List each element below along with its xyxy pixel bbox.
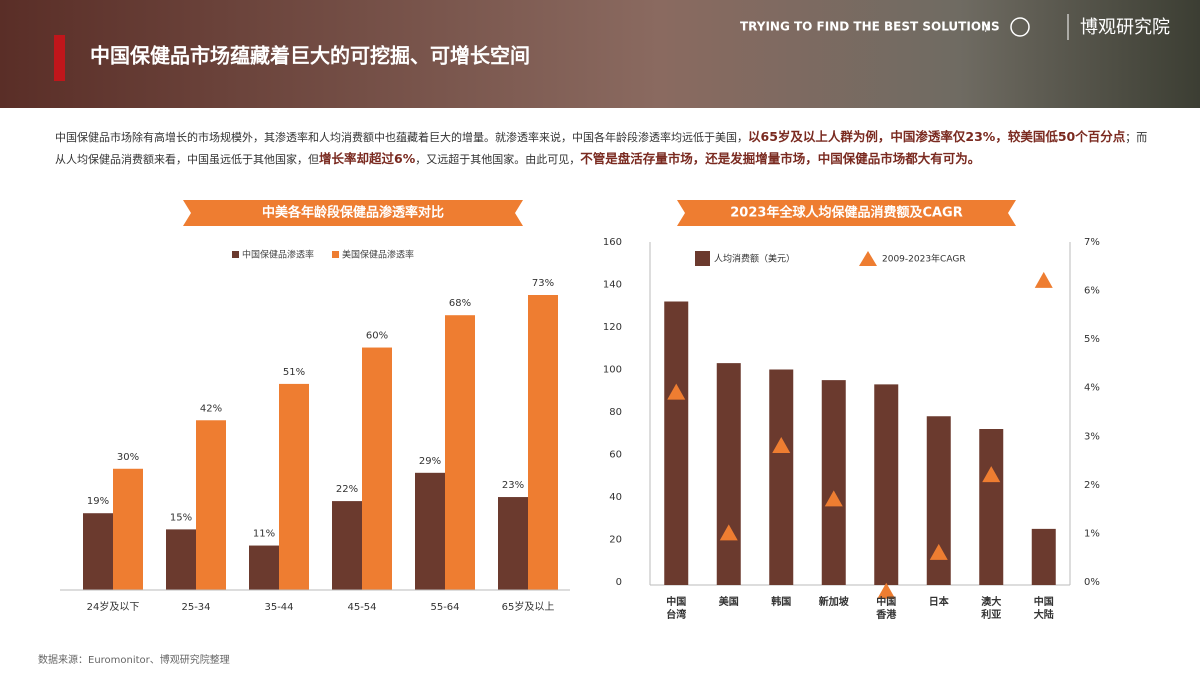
y-tick-label: 100: [603, 365, 622, 376]
legend-marker: [859, 251, 877, 266]
bar: [664, 301, 689, 585]
chart-title: 2023年全球人均保健品消费额及CAGR: [730, 205, 962, 221]
legend-label: 2009-2023年CAGR: [882, 253, 966, 265]
bar: [362, 347, 392, 590]
value-label: 19%: [87, 496, 109, 507]
y-tick-label: 120: [603, 322, 622, 333]
value-label: 42%: [200, 403, 222, 414]
separator: /: [985, 20, 990, 34]
cagr-marker: [719, 524, 738, 541]
x-tick-label: 35-44: [264, 602, 293, 613]
logo: [1010, 17, 1030, 37]
paragraph-segment: 以65岁及以上人群为例，中国渗透率仅23%，较美国低50个百分点: [748, 129, 1126, 144]
y-tick-label: 40: [609, 492, 622, 503]
x-tick-label: 中国 香港: [876, 597, 897, 621]
value-label: 29%: [419, 456, 441, 467]
value-label: 22%: [336, 484, 358, 495]
value-label: 68%: [449, 298, 471, 309]
bar: [821, 380, 846, 585]
value-label: 15%: [170, 512, 192, 523]
y2-tick-label: 6%: [1084, 286, 1100, 297]
bar: [166, 529, 196, 590]
legend-swatch: [695, 251, 710, 266]
cagr-marker: [982, 466, 1001, 483]
bar: [83, 513, 113, 590]
bar: [196, 420, 226, 590]
x-tick-label: 韩国: [771, 597, 792, 608]
value-label: 11%: [253, 529, 275, 540]
paragraph-segment: ；而从人均保健品消费额来看，中国虽远低于其他国家，但: [55, 131, 1148, 166]
brand: 博观研究院: [1080, 17, 1170, 38]
y2-tick-label: 4%: [1084, 383, 1100, 394]
legend-swatch: [232, 251, 239, 258]
x-tick-label: 中国 台湾: [666, 597, 687, 621]
x-tick-label: 澳大 利亚: [981, 597, 1002, 621]
cagr-marker: [877, 582, 896, 599]
bar: [332, 501, 362, 590]
x-tick-label: 65岁及以上: [502, 600, 555, 613]
title-banner: [183, 200, 523, 226]
x-tick-label: 新加坡: [818, 597, 849, 608]
value-label: 51%: [283, 367, 305, 378]
slide-title: 中国保健品市场蕴藏着巨大的可挖掘、可增长空间: [90, 44, 530, 68]
cagr-marker: [824, 490, 843, 507]
cagr-marker: [929, 543, 948, 560]
y-tick-label: 160: [603, 237, 622, 248]
title-banner: [677, 200, 1016, 226]
y2-tick-label: 3%: [1084, 431, 1100, 442]
bar: [249, 545, 279, 590]
x-tick-label: 45-54: [347, 602, 376, 613]
bar: [874, 384, 899, 585]
y2-tick-label: 1%: [1084, 528, 1100, 539]
bar: [445, 315, 475, 590]
paragraph-segment: 增长率却超过6%: [319, 151, 416, 166]
x-tick-label: 美国: [718, 597, 739, 608]
paragraph-segment: ，又远超于其他国家。由此可见，: [415, 153, 581, 166]
bar: [528, 295, 558, 590]
bar: [1031, 528, 1056, 585]
header-band: [0, 0, 1200, 108]
bar: [498, 497, 528, 590]
value-label: 30%: [117, 452, 139, 463]
bar: [415, 472, 445, 590]
cagr-marker: [772, 437, 791, 453]
paragraph-segment: 不管是盘活存量市场，还是发掘增量市场，中国保健品市场都大有可为。: [580, 151, 981, 166]
y2-tick-label: 0%: [1084, 577, 1100, 588]
legend-swatch: [332, 251, 339, 258]
y-tick-label: 60: [609, 450, 622, 461]
x-tick-label: 24岁及以下: [87, 600, 140, 613]
y-tick-label: 0: [616, 577, 622, 588]
legend-label: 人均消费额（美元）: [714, 253, 795, 265]
value-label: 23%: [502, 480, 524, 491]
accent-bar: [54, 35, 65, 81]
source: 数据来源：Euromonitor、博观研究院整理: [38, 653, 230, 666]
y-tick-label: 80: [609, 407, 622, 418]
bar: [113, 468, 143, 590]
cagr-marker: [1034, 271, 1053, 288]
cagr-marker: [667, 383, 686, 400]
x-tick-label: 55-64: [430, 602, 459, 613]
paragraph-segment: 中国保健品市场除有高增长的市场规模外，其渗透率和人均消费额中也蕴藏着巨大的增量。…: [55, 131, 748, 144]
y2-tick-label: 7%: [1084, 237, 1100, 248]
y2-tick-label: 2%: [1084, 480, 1100, 491]
value-label: 60%: [366, 331, 388, 342]
value-label: 73%: [532, 278, 554, 289]
bar: [279, 383, 309, 590]
legend-label: 美国保健品渗透率: [342, 249, 414, 261]
x-tick-label: 中国 大陆: [1033, 597, 1054, 621]
bar: [769, 369, 794, 585]
chart-title: 中美各年龄段保健品渗透率对比: [262, 205, 444, 221]
y-tick-label: 20: [609, 535, 622, 546]
slogan: TRYING TO FIND THE BEST SOLUTIONS: [740, 20, 1000, 34]
y-tick-label: 140: [603, 280, 622, 291]
bar: [979, 429, 1004, 585]
x-tick-label: 25-34: [181, 602, 210, 613]
legend-label: 中国保健品渗透率: [242, 249, 314, 261]
x-tick-label: 日本: [928, 597, 949, 608]
intro-paragraph: 中国保健品市场除有高增长的市场规模外，其渗透率和人均消费额中也蕴藏着巨大的增量。…: [55, 126, 1155, 170]
y2-tick-label: 5%: [1084, 334, 1100, 345]
bar: [716, 363, 741, 585]
